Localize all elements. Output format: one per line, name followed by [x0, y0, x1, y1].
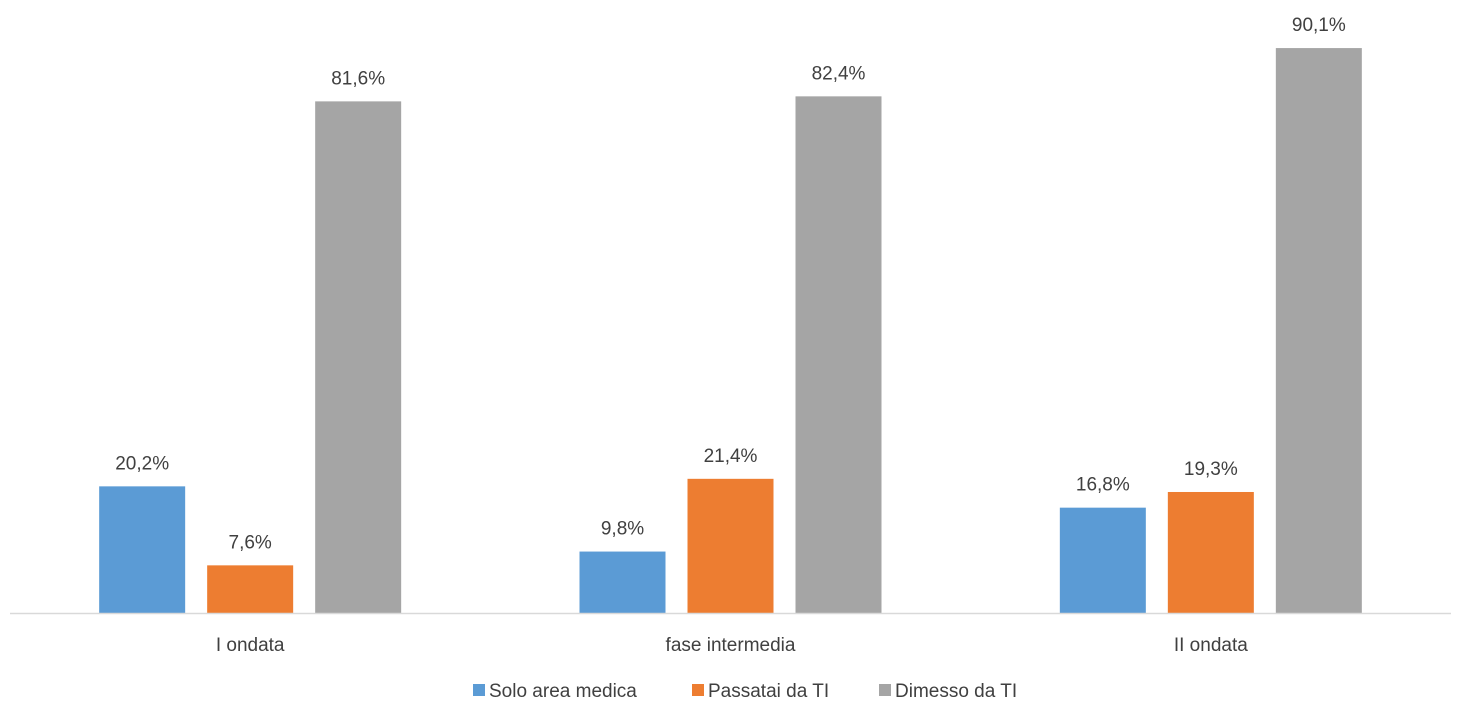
legend-label-passatai-da-ti: Passatai da TI [708, 681, 829, 702]
bar-solo-area-medica-i-ondata [99, 486, 186, 613]
legend-swatch-dimesso-da-ti [879, 684, 891, 696]
legend-swatch-passatai-da-ti [692, 684, 704, 696]
bar-dimesso-da-ti-ii-ondata [1275, 48, 1362, 614]
data-label-solo-area-medica-ii-ondata: 16,8% [1076, 475, 1130, 496]
category-label-fase-intermedia: fase intermedia [666, 635, 796, 656]
bar-passatai-da-ti-i-ondata [207, 565, 294, 613]
bar-passatai-da-ti-fase-intermedia [687, 478, 774, 613]
data-labels-group: 20,2% 7,6% 81,6% 9,8% 21,4% 82,4% 16,8% 19,3% 90… [115, 15, 1346, 553]
data-label-dimesso-da-ti-ii-ondata: 90,1% [1292, 15, 1346, 36]
bar-dimesso-da-ti-fase-intermedia [795, 96, 882, 614]
legend-label-solo-area-medica: Solo area medica [489, 681, 637, 702]
data-label-solo-area-medica-fase-intermedia: 9,8% [601, 519, 644, 540]
legend-swatch-solo-area-medica [473, 684, 485, 696]
legend: Solo area medica Passatai da TI Dimesso da… [473, 681, 1017, 702]
bar-solo-area-medica-ii-ondata [1059, 507, 1146, 613]
category-label-i-ondata: I ondata [216, 635, 285, 656]
data-label-solo-area-medica-i-ondata: 20,2% [115, 453, 169, 474]
bar-passatai-da-ti-ii-ondata [1167, 491, 1254, 613]
data-label-passatai-da-ti-fase-intermedia: 21,4% [704, 446, 758, 467]
bars-group [99, 48, 1362, 614]
data-label-passatai-da-ti-ii-ondata: 19,3% [1184, 459, 1238, 480]
legend-label-dimesso-da-ti: Dimesso da TI [895, 681, 1017, 702]
data-label-dimesso-da-ti-i-ondata: 81,6% [331, 68, 385, 89]
category-label-ii-ondata: II ondata [1174, 635, 1248, 656]
data-label-dimesso-da-ti-fase-intermedia: 82,4% [812, 63, 866, 84]
bar-solo-area-medica-fase-intermedia [579, 551, 666, 613]
bar-dimesso-da-ti-i-ondata [315, 101, 402, 614]
data-label-passatai-da-ti-i-ondata: 7,6% [229, 532, 272, 553]
category-labels-group: I ondata fase intermedia II ondata [216, 635, 1248, 656]
